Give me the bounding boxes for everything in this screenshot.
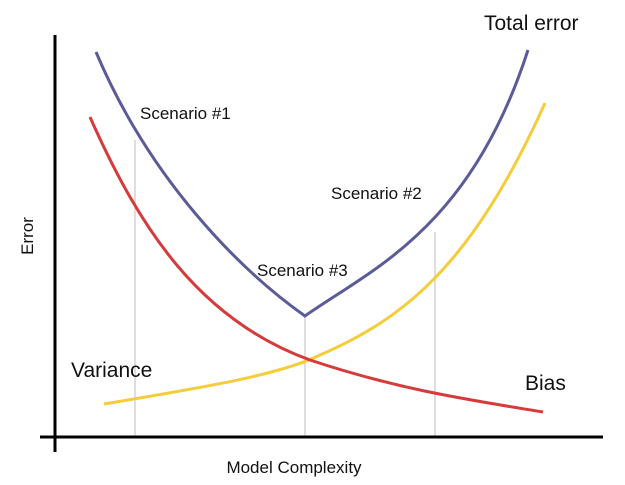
scenario-1-label: Scenario #1: [140, 104, 231, 123]
bias-curve: [104, 103, 545, 404]
total-error-label: Total error: [484, 12, 579, 35]
bias-label: Bias: [525, 372, 566, 395]
y-axis-label: Error: [18, 217, 37, 255]
scenario-2-label: Scenario #2: [331, 184, 422, 203]
variance-label: Variance: [71, 359, 152, 382]
scenario-3-label: Scenario #3: [257, 261, 348, 280]
x-axis-label: Model Complexity: [226, 458, 362, 477]
